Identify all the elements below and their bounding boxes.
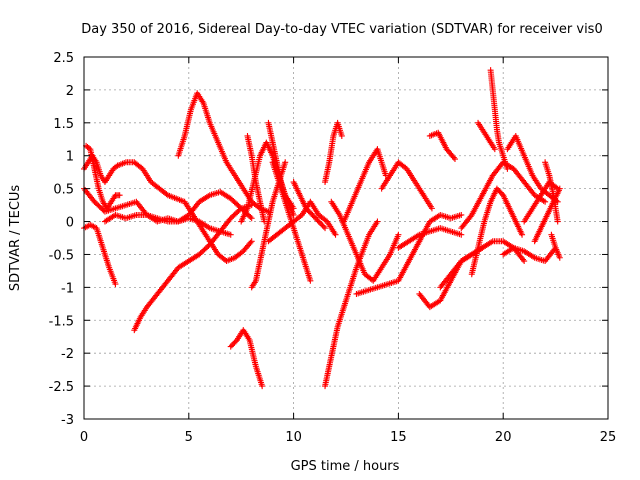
data-point — [290, 205, 297, 212]
data-point — [259, 383, 266, 390]
series-arc-9 — [227, 327, 266, 390]
series-arc-15 — [269, 159, 314, 284]
y-axis-label: SDTVAR / TECUs — [8, 185, 23, 292]
y-tick-label: 2.5 — [53, 51, 74, 66]
x-tick-label: 15 — [390, 430, 407, 445]
series-arc-8 — [175, 90, 272, 215]
data-point — [428, 205, 435, 212]
y-tick-labels: -3 -2.5 -2 -1.5 -1 -0.5 0 0.5 1 1.5 2 2.5 — [49, 51, 74, 428]
y-tick-label: 0.5 — [53, 183, 74, 198]
data-point — [395, 231, 402, 238]
x-tick-label: 5 — [185, 430, 193, 445]
y-tick-label: 1.5 — [53, 117, 74, 132]
data-point — [556, 185, 563, 192]
plot-frame — [83, 56, 609, 420]
series-arc-19 — [328, 198, 402, 284]
data-point — [163, 191, 170, 198]
data-point — [320, 223, 327, 230]
data-point — [322, 225, 329, 232]
y-tick-label: -0.5 — [49, 248, 74, 263]
data-point — [338, 132, 345, 139]
series-arc-3 — [83, 142, 123, 212]
data-points — [81, 67, 563, 390]
x-tick-label: 0 — [80, 430, 88, 445]
series-arc-28 — [468, 185, 526, 278]
data-point — [542, 198, 549, 205]
data-point — [248, 215, 255, 222]
data-point — [556, 254, 563, 261]
data-point — [519, 231, 526, 238]
data-point — [116, 192, 123, 199]
data-point — [554, 218, 561, 225]
data-point — [113, 163, 120, 170]
data-point — [112, 281, 119, 288]
series-arc-23 — [395, 225, 465, 251]
data-point — [236, 206, 243, 213]
data-point — [247, 214, 254, 221]
x-tick-labels: 0 5 10 15 20 25 — [80, 430, 616, 445]
series-arc-36 — [548, 231, 563, 261]
x-axis-label: GPS time / hours — [291, 459, 400, 474]
data-point — [458, 231, 465, 238]
series-arc-30 — [475, 119, 498, 153]
series-arc-20 — [340, 146, 389, 225]
data-point — [491, 146, 498, 153]
data-point — [374, 218, 381, 225]
data-point — [450, 154, 457, 161]
data-point — [307, 277, 314, 284]
data-point — [504, 165, 511, 172]
series-arc-18 — [322, 119, 345, 186]
data-point — [248, 238, 255, 245]
axis-ticks — [83, 56, 609, 420]
y-tick-label: -2 — [61, 347, 74, 362]
series-arc-21 — [353, 211, 465, 297]
series-arc-17 — [322, 218, 381, 390]
series-arc-13 — [265, 119, 297, 212]
data-point — [261, 218, 268, 225]
y-tick-label: -1.5 — [49, 314, 74, 329]
series-arc-1 — [81, 152, 121, 186]
series-arc-16 — [290, 179, 329, 232]
y-tick-label: 0 — [66, 216, 74, 231]
y-tick-label: -1 — [61, 281, 74, 296]
series-arc-12 — [244, 132, 268, 225]
series-arc-6 — [114, 159, 255, 265]
series-arc-25 — [426, 129, 458, 163]
data-point — [521, 258, 528, 265]
series-arc-29 — [487, 67, 511, 172]
x-tick-label: 25 — [600, 430, 617, 445]
y-tick-label: -3 — [61, 413, 74, 428]
series-arc-22 — [378, 159, 435, 212]
series-arc-2 — [81, 221, 119, 288]
y-tick-label: 2 — [66, 84, 74, 99]
data-point — [458, 211, 465, 218]
series-arc-32 — [500, 244, 559, 265]
y-tick-label: -2.5 — [49, 380, 74, 395]
data-point — [282, 159, 289, 166]
series-arc-7 — [131, 202, 255, 334]
data-point — [332, 231, 339, 238]
chart-title: Day 350 of 2016, Sidereal Day-to-day VTE… — [81, 22, 602, 37]
grid-lines — [84, 57, 608, 419]
data-point — [451, 156, 458, 163]
series-arc-35 — [542, 159, 561, 225]
x-tick-label: 10 — [285, 430, 302, 445]
x-tick-label: 20 — [495, 430, 512, 445]
data-point — [290, 211, 297, 218]
data-point — [247, 239, 254, 246]
data-point — [227, 231, 234, 238]
y-tick-label: 1 — [66, 150, 74, 165]
